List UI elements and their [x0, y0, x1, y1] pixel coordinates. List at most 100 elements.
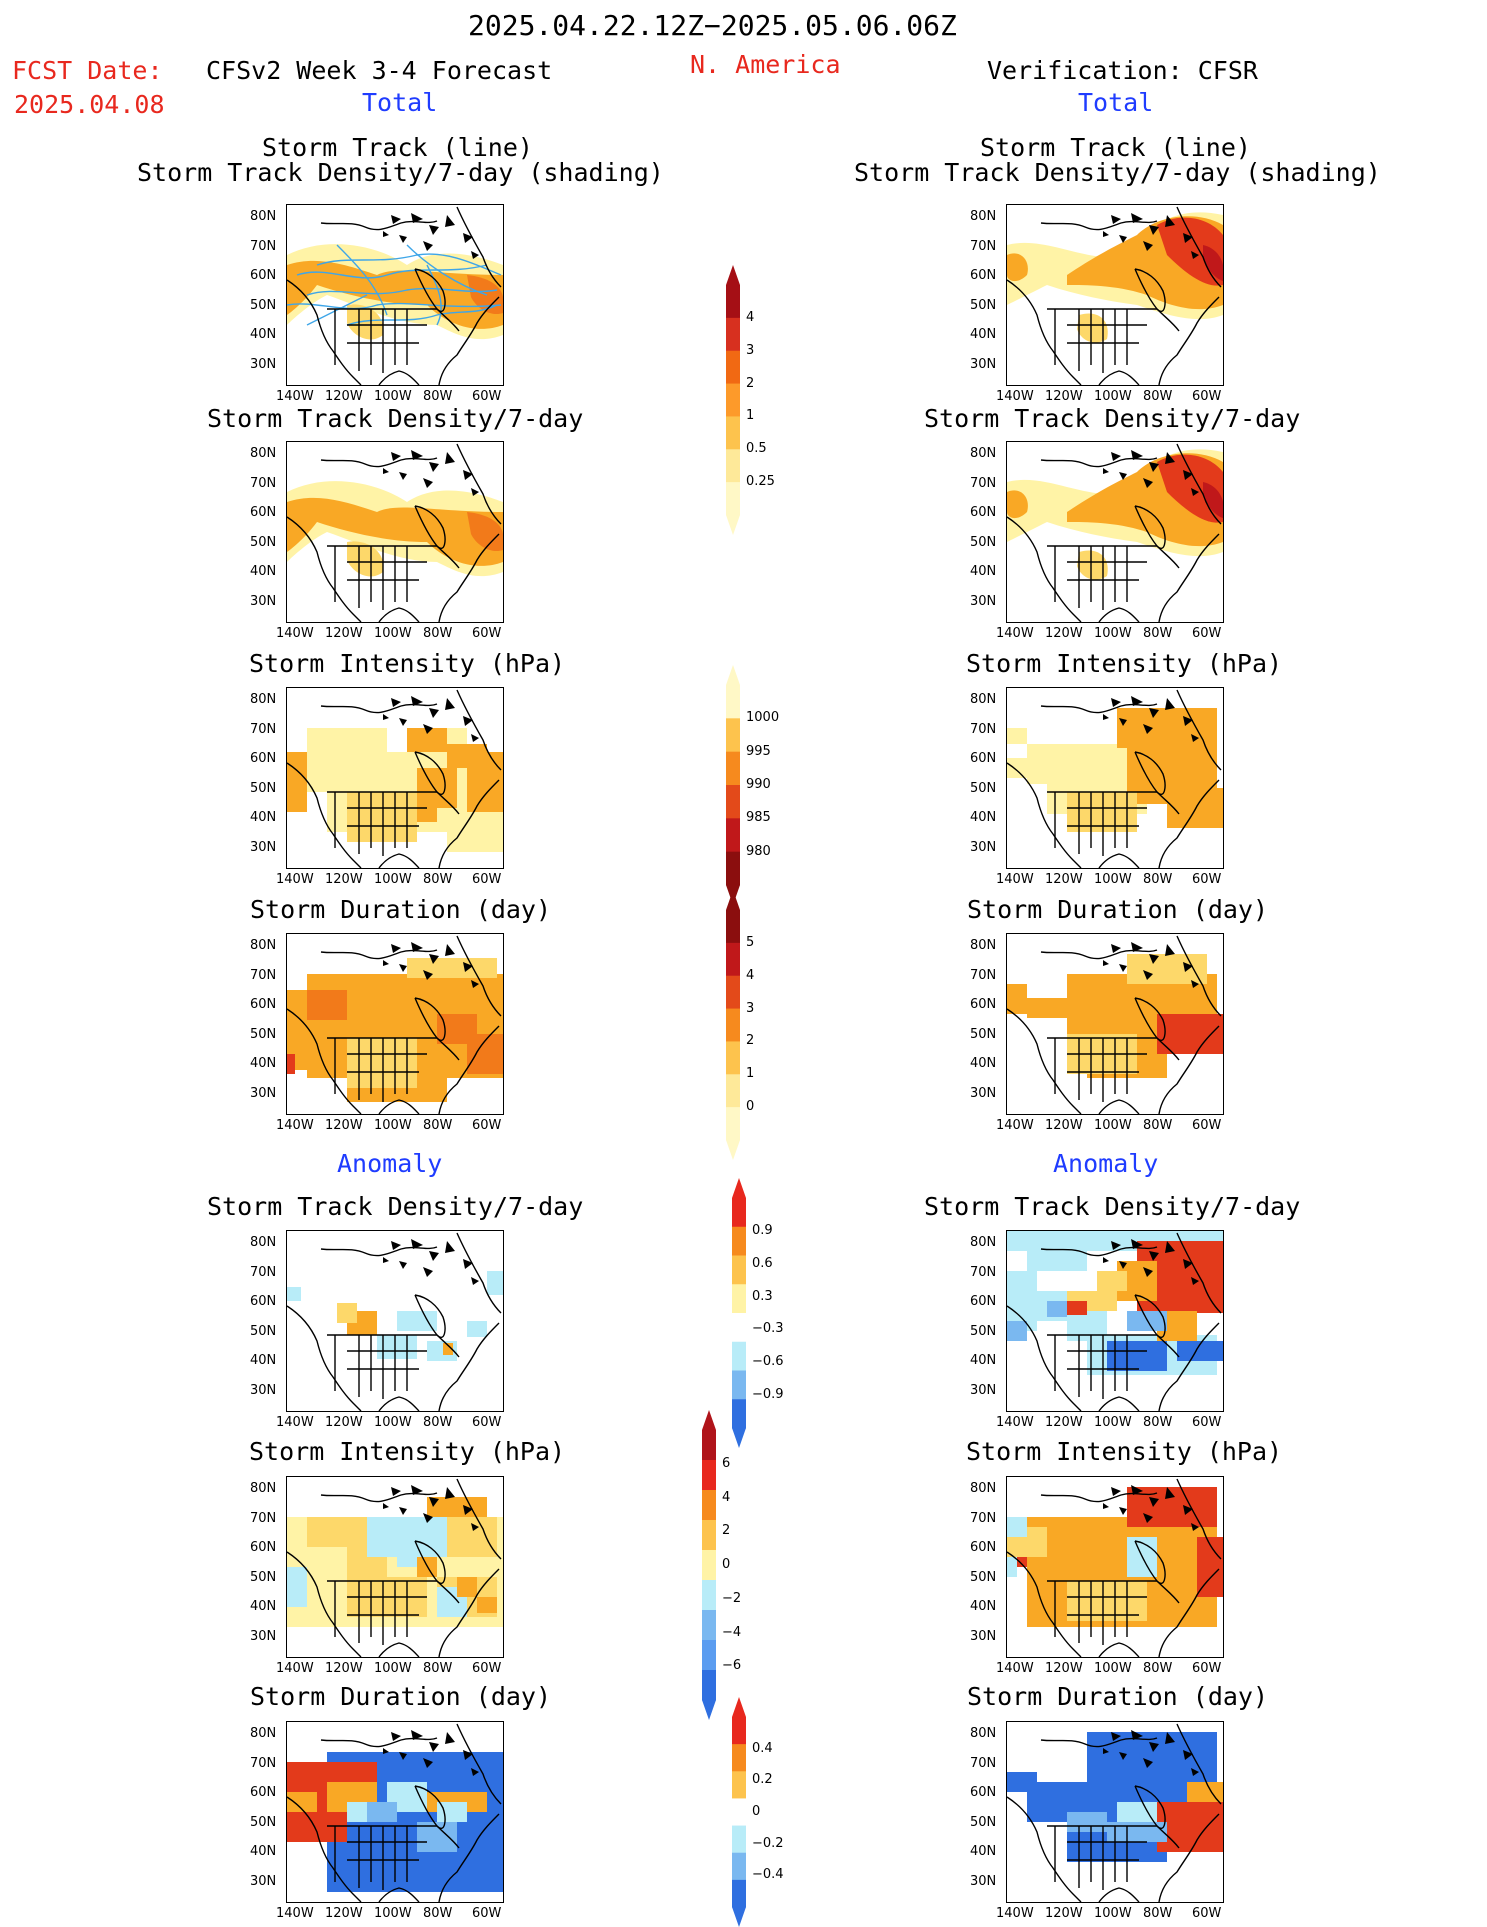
colorbar-segment: [726, 851, 740, 886]
lon-label: 140W: [276, 1118, 314, 1133]
shade-red: [1157, 1802, 1223, 1852]
total-section-right: Total: [1078, 88, 1154, 117]
lat-label: 50N: [970, 297, 997, 313]
arctic-islands: [383, 1239, 479, 1285]
colorbar-segment: [732, 1284, 746, 1314]
lon-label: 100W: [1094, 389, 1132, 404]
colorbar-segment: [732, 1825, 746, 1854]
colorbar-segment: [702, 1520, 716, 1551]
coastline: [287, 1232, 502, 1411]
shade-orange: [427, 1497, 487, 1517]
lat-label: 80N: [250, 692, 277, 707]
lat-label: 70N: [970, 1755, 997, 1771]
shade-yellow: [447, 1517, 497, 1557]
title-track-shade-left: Storm Track Density/7-day (shading): [137, 158, 664, 187]
lat-label: 80N: [250, 1726, 277, 1741]
colorbar-segment: [726, 317, 740, 352]
title-intensity-anom-left: Storm Intensity (hPa): [249, 1437, 566, 1466]
lon-label: 140W: [996, 626, 1034, 641]
colorbar-segment: [726, 383, 740, 417]
lon-label: 80W: [1143, 1118, 1173, 1133]
map-canvas: [287, 206, 503, 385]
colorbar-label: −0.2: [752, 1835, 784, 1851]
storm-track-line: [287, 302, 502, 310]
lon-label: 120W: [1045, 1118, 1083, 1133]
lon-label: 100W: [374, 626, 412, 641]
colorbar-label: −6: [722, 1658, 742, 1674]
lat-label: 60N: [250, 751, 277, 766]
map-frame: [1006, 687, 1224, 869]
lon-label: 120W: [325, 1118, 363, 1133]
arctic-islands: [383, 1730, 479, 1776]
lon-label: 100W: [374, 872, 412, 887]
colorbar-segment: [726, 1107, 740, 1141]
forecast-title: CFSv2 Week 3-4 Forecast: [206, 56, 553, 85]
colorbar-bottom-arrow: [702, 1700, 716, 1720]
colorbar-label: 0.6: [752, 1255, 773, 1271]
colorbar-intensity-total: 1000 995 990 985 980: [724, 665, 804, 905]
colorbar-label: 3: [746, 342, 755, 358]
lat-label: 30N: [250, 1085, 277, 1101]
lon-label: 140W: [996, 1415, 1034, 1430]
lat-label: 50N: [250, 297, 277, 313]
lon-label: 100W: [374, 389, 412, 404]
state-borders: [327, 1825, 460, 1890]
lon-label: 120W: [1045, 1661, 1083, 1676]
state-borders: [327, 1037, 460, 1102]
shade-red: [287, 1054, 295, 1074]
lat-label: 30N: [970, 1628, 997, 1644]
lon-label: 80W: [1143, 872, 1173, 887]
shade-cyan: [1007, 1557, 1017, 1577]
arctic-islands: [1103, 1730, 1199, 1776]
state-borders: [1047, 1037, 1180, 1102]
lat-label: 80N: [970, 1235, 997, 1250]
colorbar-segment: [732, 1399, 746, 1429]
lon-label: 120W: [325, 1661, 363, 1676]
lat-label: 40N: [250, 1844, 277, 1859]
colorbar-duration-total: 5 4 3 2 1 0: [724, 890, 804, 1160]
lon-label: 140W: [276, 872, 314, 887]
colorbar-segment: [726, 975, 740, 1010]
lat-label: 40N: [970, 564, 997, 579]
colorbar-label: 1: [746, 408, 755, 424]
shade-yellow: [337, 1303, 357, 1323]
shade-light-blue: [417, 1822, 457, 1852]
arctic-islands: [383, 696, 479, 742]
lon-label: 120W: [325, 1415, 363, 1430]
map-canvas: [287, 1478, 503, 1657]
lat-label: 50N: [970, 1569, 997, 1585]
shade-cyan: [287, 1287, 301, 1301]
shade-yellow: [1127, 954, 1207, 984]
colorbar-segment: [726, 785, 740, 819]
lon-label: 60W: [1192, 1661, 1222, 1676]
coastline: [287, 1478, 502, 1657]
lon-label: 80W: [1143, 389, 1173, 404]
lon-label: 140W: [996, 1906, 1034, 1921]
colorbar-segment: [726, 350, 740, 385]
lat-label: 30N: [250, 839, 277, 855]
lon-label: 140W: [276, 626, 314, 641]
lat-label: 60N: [970, 268, 997, 283]
colorbar-label: 980: [746, 843, 771, 859]
map-frame: [286, 204, 504, 386]
lat-label: 50N: [250, 1814, 277, 1830]
shade-yellow: [1077, 550, 1108, 580]
lon-label: 140W: [276, 389, 314, 404]
lon-label: 120W: [325, 626, 363, 641]
shade-cyan: [487, 1271, 503, 1295]
colorbar-bottom-arrow: [732, 1907, 746, 1927]
lat-label: 50N: [250, 1026, 277, 1042]
shade-orange: [1007, 984, 1027, 1014]
colorbar-label: 2: [746, 1033, 755, 1049]
forecast-map-4: 80N 70N 60N 50N 40N 30N 140W 120W 100W 80W 60W: [246, 933, 522, 1137]
colorbar-duration-anomaly: 0.4 0.2 0 −0.2 −0.4: [730, 1697, 810, 1927]
lat-label: 40N: [970, 1056, 997, 1071]
forecast-map-1: 80N 70N 60N 50N 40N 30N 140W 120W 100W 80W 60W: [246, 204, 522, 408]
lat-label: 60N: [970, 997, 997, 1012]
lon-label: 80W: [423, 1118, 453, 1133]
verification-map-6: 80N 70N 60N 50N 40N 30N 140W 120W 100W 80W 60W: [966, 1476, 1242, 1680]
colorbar-label: −0.3: [752, 1321, 784, 1337]
shade-yellow: [1077, 313, 1108, 343]
storm-track-line: [426, 264, 442, 326]
shade-orange: [457, 1577, 477, 1597]
